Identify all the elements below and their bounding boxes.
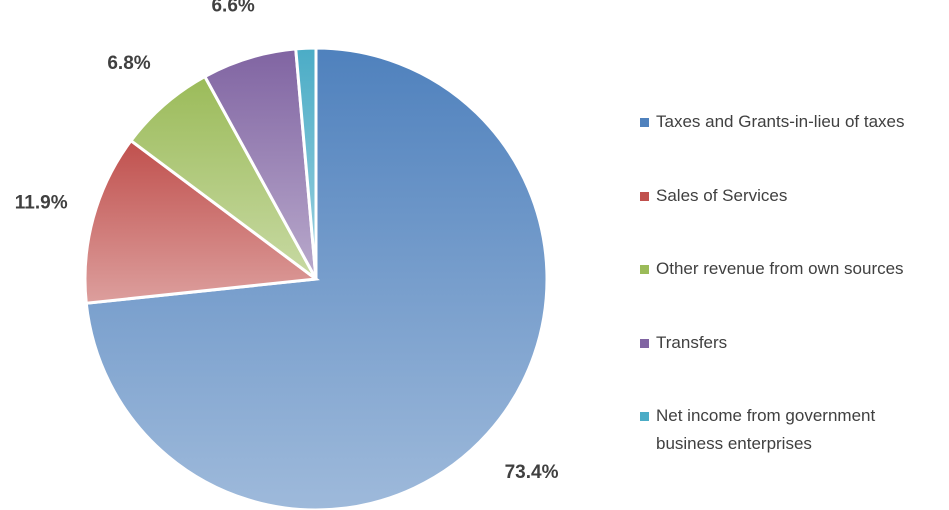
- legend-item: Other revenue from own sources: [640, 255, 940, 283]
- legend-swatch: [640, 412, 649, 421]
- data-label: 11.9%: [15, 192, 68, 213]
- data-label: 6.8%: [107, 53, 150, 74]
- data-label: 6.6%: [211, 0, 254, 16]
- legend-label: Other revenue from own sources: [656, 259, 904, 278]
- legend-swatch: [640, 338, 649, 348]
- legend-item: Transfers: [640, 329, 940, 357]
- legend-label: Transfers: [656, 332, 728, 352]
- data-label: 1.4%: [282, 0, 325, 4]
- legend-swatch: [640, 265, 649, 274]
- data-label: 73.4%: [505, 462, 559, 483]
- legend-item: Net income from government business ente…: [640, 402, 940, 458]
- legend-swatch: [640, 191, 649, 201]
- legend-label: Taxes and Grants-in-lieu of taxes: [656, 112, 905, 131]
- legend-swatch: [640, 118, 649, 127]
- legend-label: Net income from government business ente…: [656, 406, 876, 453]
- legend-item: Sales of Services: [640, 182, 940, 210]
- legend-item: Taxes and Grants-in-lieu of taxes: [640, 108, 940, 136]
- pie-slice: [294, 46, 318, 280]
- pie-slice: [83, 138, 320, 305]
- legend-label: Sales of Services: [656, 185, 788, 205]
